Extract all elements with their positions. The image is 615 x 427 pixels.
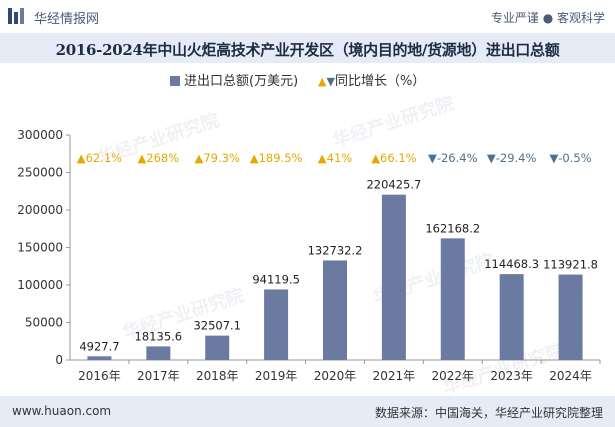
bar-value-label: 162168.2 — [425, 221, 480, 235]
growth-label: ▼-26.4% — [428, 151, 478, 165]
bar — [558, 274, 583, 360]
legend-growth-marker-icon: ▲▼ — [318, 75, 335, 88]
legend-item-growth: ▲▼同比增长（%） — [318, 70, 425, 89]
footer-bar: www.huaon.com 数据来源：中国海关，华经产业研究院整理 — [0, 396, 615, 427]
bar — [440, 238, 465, 360]
top-bar: 华经情报网 专业严谨 ● 客观科学 — [0, 0, 615, 33]
growth-label: ▲79.3% — [195, 151, 240, 165]
site-url: www.huaon.com — [12, 404, 112, 418]
y-tick-label: 250000 — [17, 166, 63, 180]
brand-name: 华经情报网 — [34, 12, 100, 27]
x-tick-label: 2021年 — [373, 369, 416, 383]
bar — [87, 356, 112, 360]
y-tick-label: 100000 — [17, 278, 63, 292]
bar — [499, 274, 524, 360]
x-tick-label: 2022年 — [432, 369, 475, 383]
bar — [381, 194, 406, 360]
y-tick-label: 300000 — [17, 128, 63, 142]
growth-label: ▼-29.4% — [487, 151, 537, 165]
growth-label: ▲66.1% — [371, 151, 416, 165]
growth-label: ▲189.5% — [250, 151, 303, 165]
y-tick-label: 150000 — [17, 241, 63, 255]
x-tick-label: 2016年 — [78, 369, 121, 383]
x-tick-label: 2017年 — [137, 369, 180, 383]
tagline: 专业严谨 ● 客观科学 — [490, 11, 605, 25]
growth-label: ▼-0.5% — [549, 151, 591, 165]
x-tick-label: 2019年 — [255, 369, 298, 383]
chart-title: 2016-2024年中山火炬高技术产业开发区（境内目的地/货源地）进出口总额 — [55, 41, 560, 59]
bar-value-label: 4927.7 — [79, 339, 119, 353]
growth-label: ▲268% — [137, 151, 179, 165]
y-tick-label: 0 — [55, 353, 63, 367]
bar-value-label: 220425.7 — [366, 178, 421, 192]
x-tick-label: 2020年 — [314, 369, 357, 383]
y-tick-label: 50000 — [25, 316, 63, 330]
bar-value-label: 18135.6 — [135, 329, 183, 343]
bar — [146, 346, 171, 360]
bar — [264, 289, 289, 360]
growth-label: ▲62.1% — [77, 151, 122, 165]
x-tick-label: 2024年 — [549, 369, 592, 383]
bar-value-label: 132732.2 — [308, 243, 363, 257]
bar-chart: 0 50000 100000 150000 200000 250000 300000 4927… — [17, 128, 601, 383]
bar-value-label: 32507.1 — [193, 319, 241, 333]
bar-value-label: 113921.8 — [543, 258, 598, 272]
bar — [205, 335, 230, 360]
y-tick-label: 200000 — [17, 203, 63, 217]
legend-total-label: 进出口总额(万美元) — [184, 74, 299, 89]
legend-item-total: 进出口总额(万美元) — [170, 70, 298, 89]
data-source: 数据来源：中国海关，华经产业研究院整理 — [374, 406, 603, 420]
bar-value-label: 94119.5 — [252, 272, 300, 286]
bar — [323, 260, 347, 360]
bar-value-label: 114468.3 — [484, 257, 539, 271]
huajing-logo-icon — [8, 8, 24, 24]
legend-bar-swatch-icon — [170, 76, 180, 86]
title-bar: 2016-2024年中山火炬高技术产业开发区（境内目的地/货源地）进出口总额 — [0, 33, 615, 63]
legend: 进出口总额(万美元) ▲▼同比增长（%） — [0, 70, 615, 92]
legend-growth-label: 同比增长（%） — [334, 74, 426, 89]
x-tick-label: 2023年 — [490, 369, 533, 383]
x-tick-label: 2018年 — [196, 369, 239, 383]
growth-label: ▲41% — [318, 151, 352, 165]
